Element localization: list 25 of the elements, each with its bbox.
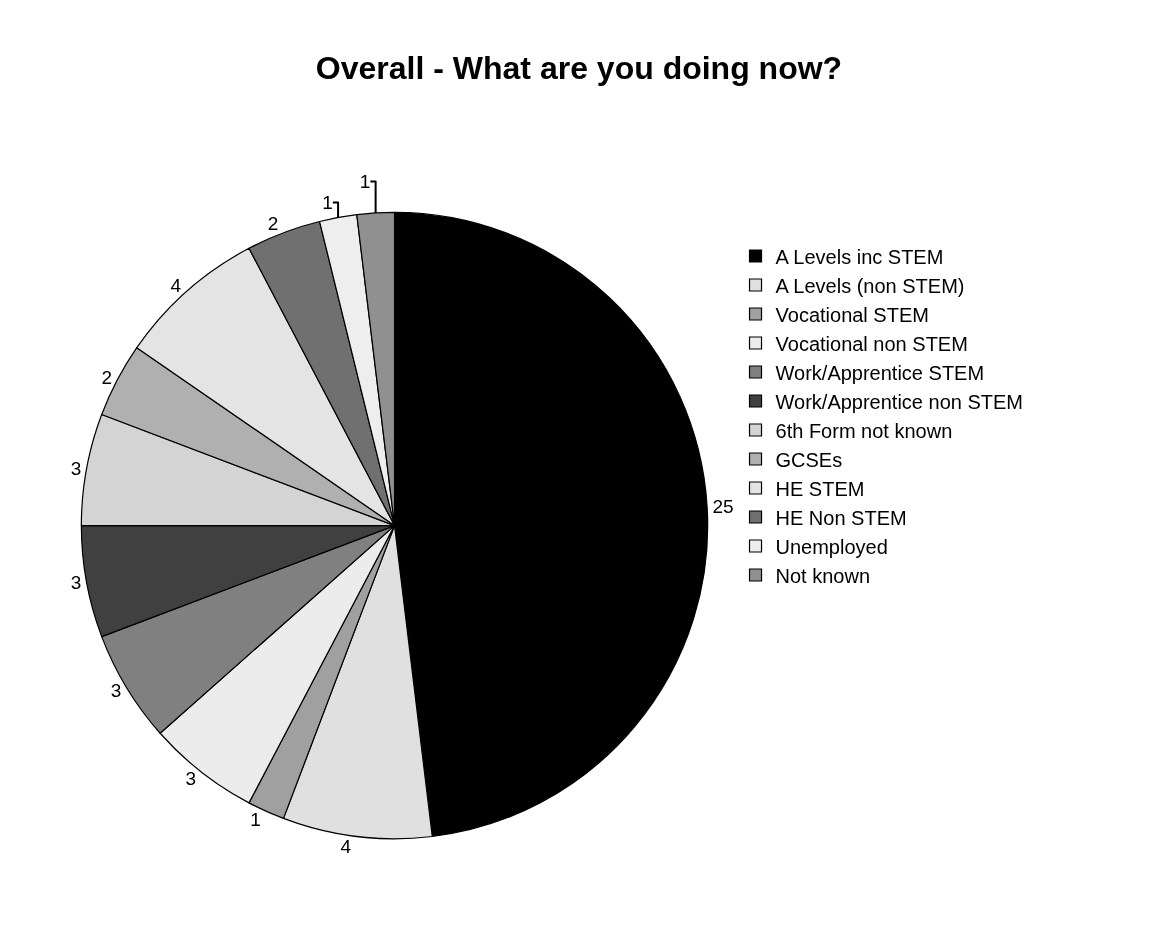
data-label: 3 xyxy=(70,458,82,480)
data-label: 3 xyxy=(110,679,122,701)
legend-label: GCSEs xyxy=(775,448,843,471)
legend-label: Work/Apprentice STEM xyxy=(775,361,985,384)
data-label: 1 xyxy=(359,171,371,193)
legend-label: Unemployed xyxy=(775,535,888,558)
data-label: 25 xyxy=(712,496,734,518)
legend-label: HE STEM xyxy=(775,477,865,500)
legend-label: Work/Apprentice non STEM xyxy=(775,390,1024,413)
chart-title: Overall - What are you doing now? xyxy=(315,49,843,86)
data-label: 2 xyxy=(267,213,279,235)
data-label: 2 xyxy=(101,367,112,389)
data-label: 1 xyxy=(250,809,261,831)
legend-label: 6th Form not known xyxy=(775,419,953,442)
data-label: 4 xyxy=(340,836,352,858)
legend-label: A Levels inc STEM xyxy=(775,245,944,268)
data-label: 4 xyxy=(170,274,182,296)
data-label: 3 xyxy=(70,571,82,593)
legend-label: HE Non STEM xyxy=(775,506,907,529)
legend-label: Not known xyxy=(775,564,871,587)
legend-label: A Levels (non STEM) xyxy=(775,274,965,297)
data-label: 1 xyxy=(322,192,333,214)
legend-label: Vocational STEM xyxy=(775,303,929,326)
data-label: 3 xyxy=(185,768,197,790)
legend-label: Vocational non STEM xyxy=(775,332,968,355)
